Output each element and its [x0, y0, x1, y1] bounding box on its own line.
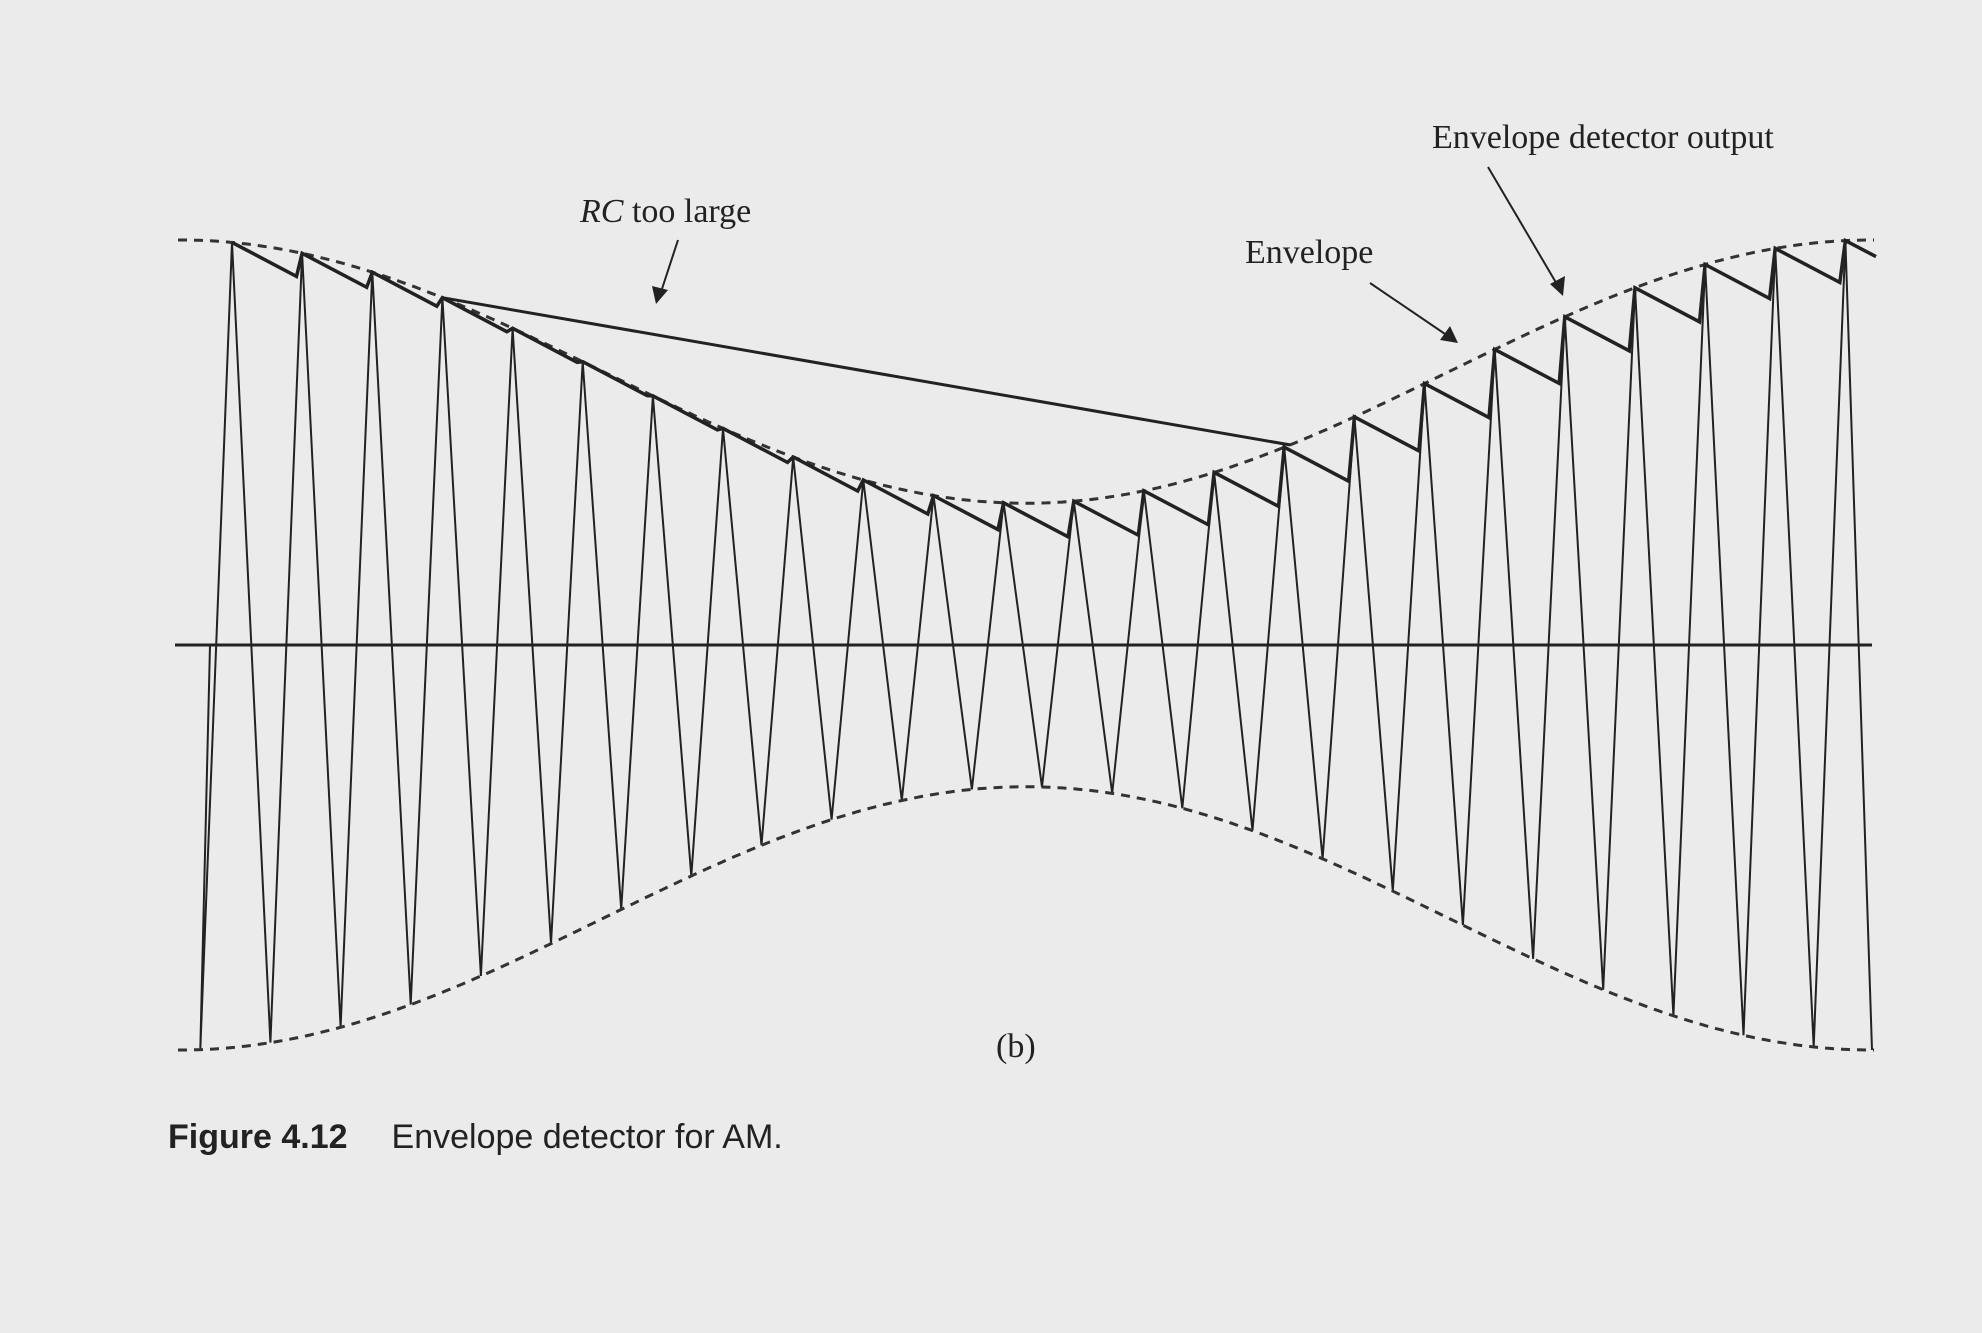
rc-too-large-decay-line: [442, 296, 1291, 447]
envelope-detector-output-arrow: [1487, 166, 1565, 296]
envelope-detector-output-label: Envelope detector output: [1432, 119, 1774, 156]
envelope-label: Envelope: [1245, 234, 1373, 271]
figure-number: Figure 4.12: [168, 1118, 348, 1156]
rc-too-large-arrow: [652, 239, 679, 304]
envelope-arrow: [1369, 282, 1458, 343]
lower-envelope-dashed: [178, 785, 1874, 1052]
figure-caption: Figure 4.12 Envelope detector for AM.: [168, 1118, 783, 1157]
envelope-detector-output-sawtooth: [231, 237, 1877, 540]
am-carrier-waveform: [199, 240, 1873, 1051]
subfigure-label: (b): [996, 1028, 1036, 1065]
rc-too-large-label: RC too large: [579, 193, 751, 230]
upper-envelope-dashed: [178, 238, 1874, 505]
caption-text: Envelope detector for AM.: [391, 1118, 783, 1156]
